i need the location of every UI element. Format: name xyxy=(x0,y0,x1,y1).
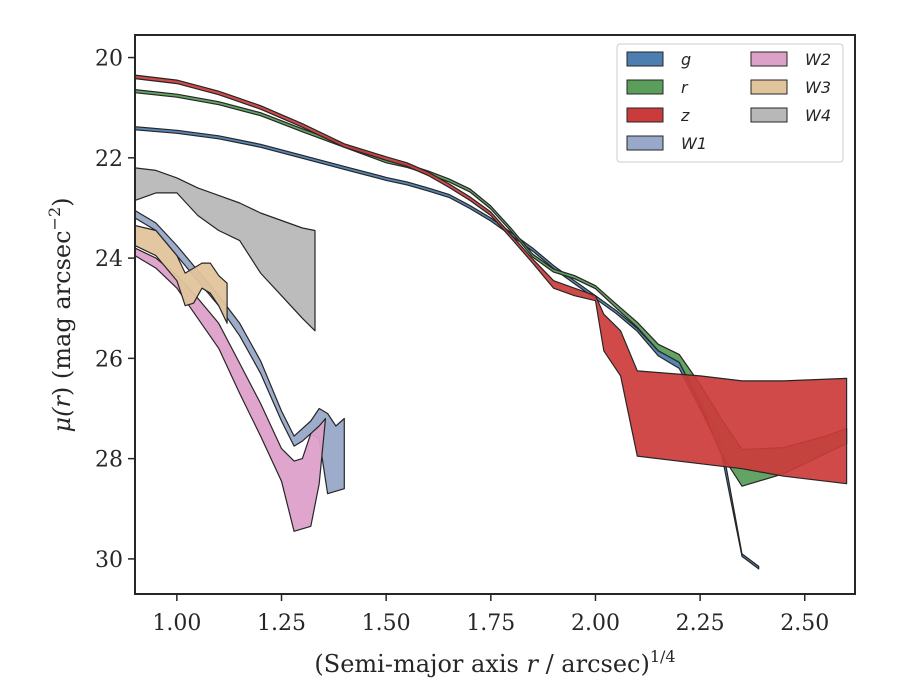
x-tick-label: 1.25 xyxy=(257,611,306,636)
y-tick-label: 20 xyxy=(95,47,123,72)
legend-label-w3: W3 xyxy=(805,78,831,97)
y-axis-title-end: ) xyxy=(48,197,76,206)
legend-label-w1: W1 xyxy=(681,134,707,153)
legend-label-z: z xyxy=(680,106,690,125)
x-axis-title-sup: 1/4 xyxy=(650,647,676,666)
legend-label-w4: W4 xyxy=(805,106,831,125)
legend-label-w2: W2 xyxy=(805,50,831,69)
plot-frame xyxy=(134,34,856,595)
y-tick-label: 28 xyxy=(95,448,123,473)
y-axis-title-suffix: ) (mag arcsec xyxy=(48,230,76,396)
y-axis-title-sup: −2 xyxy=(45,207,64,231)
y-tick-label: 30 xyxy=(95,548,123,573)
y-tick-label: 24 xyxy=(95,247,123,272)
series-bands xyxy=(134,74,848,570)
legend-swatch-g xyxy=(626,51,664,67)
axis-ticks: 20 22 24 26 28 30 1.00 1.25 1.50 1.75 2.00 2.25 2.50 xyxy=(95,47,829,636)
legend-swatch-z xyxy=(626,107,664,123)
legend-swatch-w4 xyxy=(750,107,788,123)
series-band-w3 xyxy=(134,224,228,324)
y-axis-title: μ(r) (mag arcsec−2) xyxy=(45,197,76,432)
x-axis-title-suffix: / arcsec) xyxy=(538,650,650,678)
legend-swatch-w1 xyxy=(626,135,664,151)
x-tick-label: 1.75 xyxy=(466,611,515,636)
x-axis-title: (Semi-major axis r / arcsec)1/4 xyxy=(314,647,675,678)
x-tick-label: 1.00 xyxy=(152,611,201,636)
series-band-w4 xyxy=(134,167,316,332)
x-tick-label: 2.25 xyxy=(676,611,725,636)
series-band-g xyxy=(134,126,760,570)
legend-label-r: r xyxy=(681,78,689,97)
y-tick-label: 26 xyxy=(95,347,123,372)
legend: grz W1 W2 W3 W4 xyxy=(616,43,844,163)
legend-swatch-w2 xyxy=(750,51,788,67)
legend-label-g: g xyxy=(681,50,691,69)
x-axis-title-var: r xyxy=(526,650,539,678)
x-tick-label: 2.50 xyxy=(780,611,829,636)
x-axis-title-prefix: (Semi-major axis xyxy=(314,650,526,678)
y-axis-title-var: r xyxy=(48,395,76,408)
x-tick-label: 2.00 xyxy=(571,611,620,636)
y-axis-title-prefix: μ( xyxy=(48,407,76,433)
y-tick-label: 22 xyxy=(95,147,123,172)
legend-swatch-r xyxy=(626,79,664,95)
legend-box xyxy=(616,43,844,163)
series-band-z xyxy=(134,74,848,485)
series-band-w2 xyxy=(134,247,327,532)
x-tick-label: 1.50 xyxy=(362,611,411,636)
legend-swatch-w3 xyxy=(750,79,788,95)
